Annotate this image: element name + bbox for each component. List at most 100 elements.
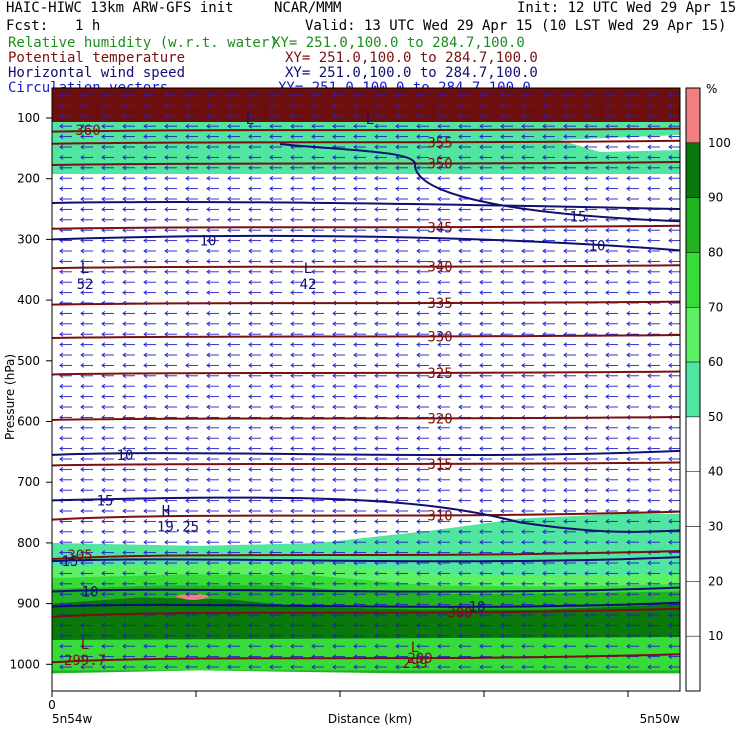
vector-arrow-97 [206, 123, 219, 129]
vector-arrow-1030 [269, 446, 282, 451]
vector-arrow-921 [500, 404, 513, 410]
vector-arrow-423 [122, 238, 135, 243]
vector-arrow-207 [626, 155, 639, 160]
vector-arrow-840 [59, 383, 72, 389]
vector-arrow-723 [122, 342, 135, 347]
vector-arrow-1216 [395, 508, 408, 514]
vector-arrow-1145 [164, 487, 177, 493]
vector-arrow-682 [521, 321, 534, 327]
vector-arrow-665 [164, 321, 177, 327]
vector-arrow-929 [668, 404, 680, 410]
vector-arrow-1142 [101, 487, 114, 493]
vector-arrow-899 [668, 394, 680, 399]
vector-arrow-825 [374, 373, 387, 379]
vector-arrow-1223 [542, 508, 555, 514]
vector-arrow-1401 [500, 571, 513, 576]
vector-arrow-1211 [290, 508, 303, 514]
vector-arrow-960 [59, 425, 72, 431]
vector-arrow-278 [227, 186, 240, 191]
vector-arrow-1302 [311, 539, 324, 545]
vector-arrow-1253 [542, 519, 555, 524]
vector-arrow-84 [563, 113, 576, 119]
vector-arrow-1586 [605, 633, 618, 639]
vector-arrow-364 [143, 217, 156, 223]
vector-arrow-662 [101, 321, 114, 327]
vector-arrow-668 [227, 321, 240, 327]
vector-arrow-1295 [164, 539, 177, 545]
vector-arrow-227 [416, 165, 429, 171]
vector-arrow-1263 [122, 529, 135, 535]
vector-arrow-904 [143, 404, 156, 410]
colorbar-segment-2 [685, 197, 701, 253]
vector-arrow-125 [164, 134, 177, 139]
vector-arrow-1587 [626, 633, 639, 639]
vector-arrow-1180 [269, 498, 282, 503]
vector-arrow-362 [101, 217, 114, 223]
vector-arrow-639 [248, 311, 261, 316]
vector-arrow-1079 [668, 456, 680, 462]
vector-arrow-19 [458, 92, 471, 98]
vector-arrow-367 [206, 217, 219, 223]
vector-arrow-517 [206, 269, 219, 275]
vector-arrow-1518 [437, 612, 450, 618]
vector-arrow-1613 [542, 643, 555, 649]
vector-arrow-1011 [500, 435, 513, 441]
vector-arrow-370 [269, 217, 282, 223]
vector-arrow-1207 [206, 508, 219, 514]
vector-arrow-1559 [668, 623, 680, 628]
vector-arrow-1427 [416, 581, 429, 587]
vector-arrow-1423 [332, 581, 345, 587]
vector-arrow-578 [227, 290, 240, 295]
vector-arrow-976 [395, 425, 408, 431]
colorbar-tick-20: 20 [708, 574, 723, 588]
vector-arrow-1658 [227, 664, 240, 670]
vector-arrow-633 [122, 311, 135, 316]
vector-arrow-113 [542, 123, 555, 129]
vector-arrow-395 [164, 227, 177, 233]
vector-arrow-1307 [416, 539, 429, 545]
vector-arrow-1668 [437, 664, 450, 670]
vector-arrow-843 [122, 383, 135, 389]
vector-arrow-492 [311, 259, 324, 264]
vector-arrow-826 [395, 373, 408, 379]
y-axis-label: Pressure (hPa) [3, 354, 17, 440]
vector-arrow-1304 [353, 539, 366, 545]
vector-arrow-1187 [416, 498, 429, 503]
vector-arrow-686 [605, 321, 618, 327]
vector-arrow-1224 [563, 508, 576, 514]
vector-arrow-512 [101, 269, 114, 275]
marker-letter-6: L [366, 112, 374, 128]
wind-contour-line-3 [52, 586, 680, 593]
vector-arrow-971 [290, 425, 303, 431]
vector-arrow-1012 [521, 435, 534, 441]
vector-arrow-48 [437, 103, 450, 108]
vector-arrow-103 [332, 123, 345, 129]
vector-arrow-641 [290, 311, 303, 316]
vector-arrow-1234 [143, 519, 156, 524]
theta-contours: 3603553503453403353303253203153103053002… [52, 123, 680, 667]
vector-arrow-1420 [269, 581, 282, 587]
vector-arrow-1449 [248, 591, 261, 597]
vector-arrow-856 [395, 383, 408, 389]
vector-arrow-1378 [647, 560, 660, 566]
vector-arrow-1569 [248, 633, 261, 639]
x-axis-label: Distance (km) [328, 712, 412, 726]
vector-arrow-877 [206, 394, 219, 399]
vector-arrow-1242 [311, 519, 324, 524]
vector-arrow-1245 [374, 519, 387, 524]
vector-arrow-673 [332, 321, 345, 327]
vector-arrow-1543 [332, 623, 345, 628]
vector-arrow-1120 [269, 477, 282, 483]
vector-arrow-1545 [374, 623, 387, 628]
theta-contour-label-10: 310 [427, 509, 452, 525]
vector-arrow-148 [647, 134, 660, 139]
vector-arrow-873 [122, 394, 135, 399]
vector-arrow-1164 [563, 487, 576, 493]
vector-arrow-249 [248, 175, 261, 181]
vector-arrow-1602 [311, 643, 324, 649]
vector-arrow-1136 [605, 477, 618, 483]
vector-arrow-925 [584, 404, 597, 410]
vector-arrow-469 [458, 248, 471, 254]
vector-arrow-25 [584, 92, 597, 98]
vector-arrow-1150 [269, 487, 282, 493]
